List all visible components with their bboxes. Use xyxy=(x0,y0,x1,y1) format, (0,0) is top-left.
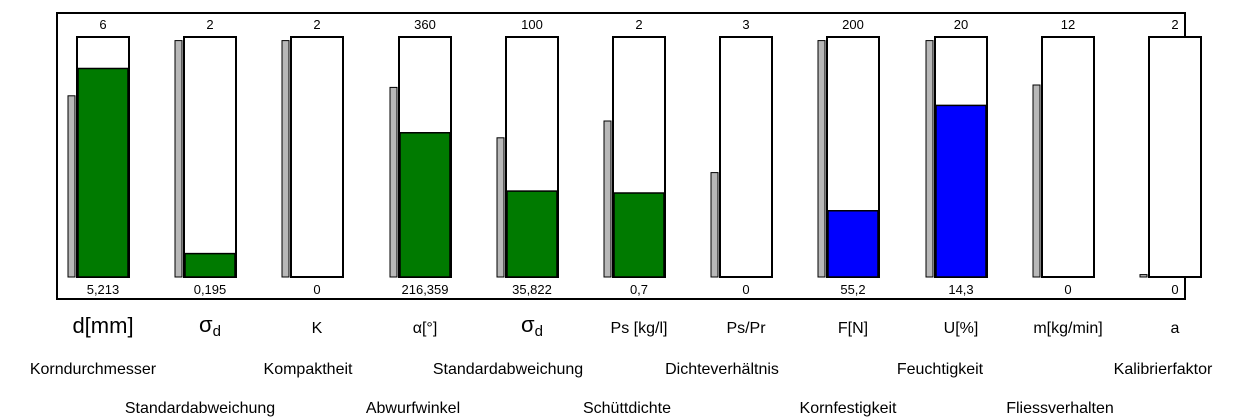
indicator-bar xyxy=(817,40,826,278)
legend-label: Korndurchmesser xyxy=(30,361,157,378)
legend-label: Fliessverhalten xyxy=(1006,400,1114,417)
symbol-label: Ps/Pr xyxy=(726,320,766,337)
value-label: 5,213 xyxy=(87,282,120,297)
bar-value xyxy=(935,104,987,278)
bar-value xyxy=(77,67,129,278)
bar-value xyxy=(827,210,879,278)
indicator-bar xyxy=(1139,274,1148,278)
max-label: 2 xyxy=(313,17,320,32)
indicator-bar xyxy=(603,120,612,278)
bar-outline xyxy=(1148,36,1202,278)
symbol-label: F[N] xyxy=(838,320,868,337)
legend-label: Abwurfwinkel xyxy=(366,400,460,417)
legend-label: Kalibrierfaktor xyxy=(1114,361,1213,378)
bar-value xyxy=(613,192,665,278)
value-label: 14,3 xyxy=(948,282,973,297)
bar-value xyxy=(184,252,236,278)
max-label: 3 xyxy=(742,17,749,32)
indicator-bar xyxy=(67,95,76,278)
legend-label: Kompaktheit xyxy=(264,361,353,378)
legend-label: Dichteverhältnis xyxy=(665,361,779,378)
legend-label: Kornfestigkeit xyxy=(800,400,897,417)
indicator-bar xyxy=(1032,84,1041,278)
symbol-label: m[kg/min] xyxy=(1033,320,1102,337)
max-label: 20 xyxy=(954,17,968,32)
indicator-bar xyxy=(710,172,719,278)
symbol-label: K xyxy=(312,320,323,337)
value-label: 55,2 xyxy=(840,282,865,297)
legend-label: Standardabweichung xyxy=(433,361,583,378)
indicator-bar xyxy=(281,40,290,278)
bar-outline xyxy=(290,36,344,278)
symbol-label: a xyxy=(1171,320,1180,337)
max-label: 2 xyxy=(1171,17,1178,32)
value-label: 0 xyxy=(1171,282,1178,297)
indicator-bar xyxy=(496,137,505,278)
indicator-bar xyxy=(925,40,934,278)
legend-label: Schüttdichte xyxy=(583,400,671,417)
bar-value xyxy=(399,132,451,278)
symbol-label: σd xyxy=(199,312,221,340)
max-label: 12 xyxy=(1061,17,1075,32)
bar-outline xyxy=(1041,36,1095,278)
value-label: 0 xyxy=(742,282,749,297)
max-label: 100 xyxy=(521,17,543,32)
value-label: 0 xyxy=(313,282,320,297)
legend-label: Standardabweichung xyxy=(125,400,275,417)
symbol-label: Ps [kg/l] xyxy=(611,320,668,337)
max-label: 2 xyxy=(206,17,213,32)
value-label: 0,7 xyxy=(630,282,648,297)
indicator-bar xyxy=(174,40,183,278)
symbol-label: σd xyxy=(521,312,543,340)
bar-value xyxy=(506,190,558,278)
value-label: 216,359 xyxy=(402,282,449,297)
max-label: 200 xyxy=(842,17,864,32)
symbol-label: U[%] xyxy=(944,320,979,337)
symbol-label: α[°] xyxy=(413,320,438,337)
max-label: 360 xyxy=(414,17,436,32)
value-label: 35,822 xyxy=(512,282,552,297)
indicator-bar xyxy=(389,86,398,278)
max-label: 2 xyxy=(635,17,642,32)
bar-outline xyxy=(719,36,773,278)
bar-outline xyxy=(183,36,237,278)
legend-label: Feuchtigkeit xyxy=(897,361,984,378)
max-label: 6 xyxy=(99,17,106,32)
value-label: 0 xyxy=(1064,282,1071,297)
symbol-label: d[mm] xyxy=(72,313,133,338)
value-label: 0,195 xyxy=(194,282,227,297)
